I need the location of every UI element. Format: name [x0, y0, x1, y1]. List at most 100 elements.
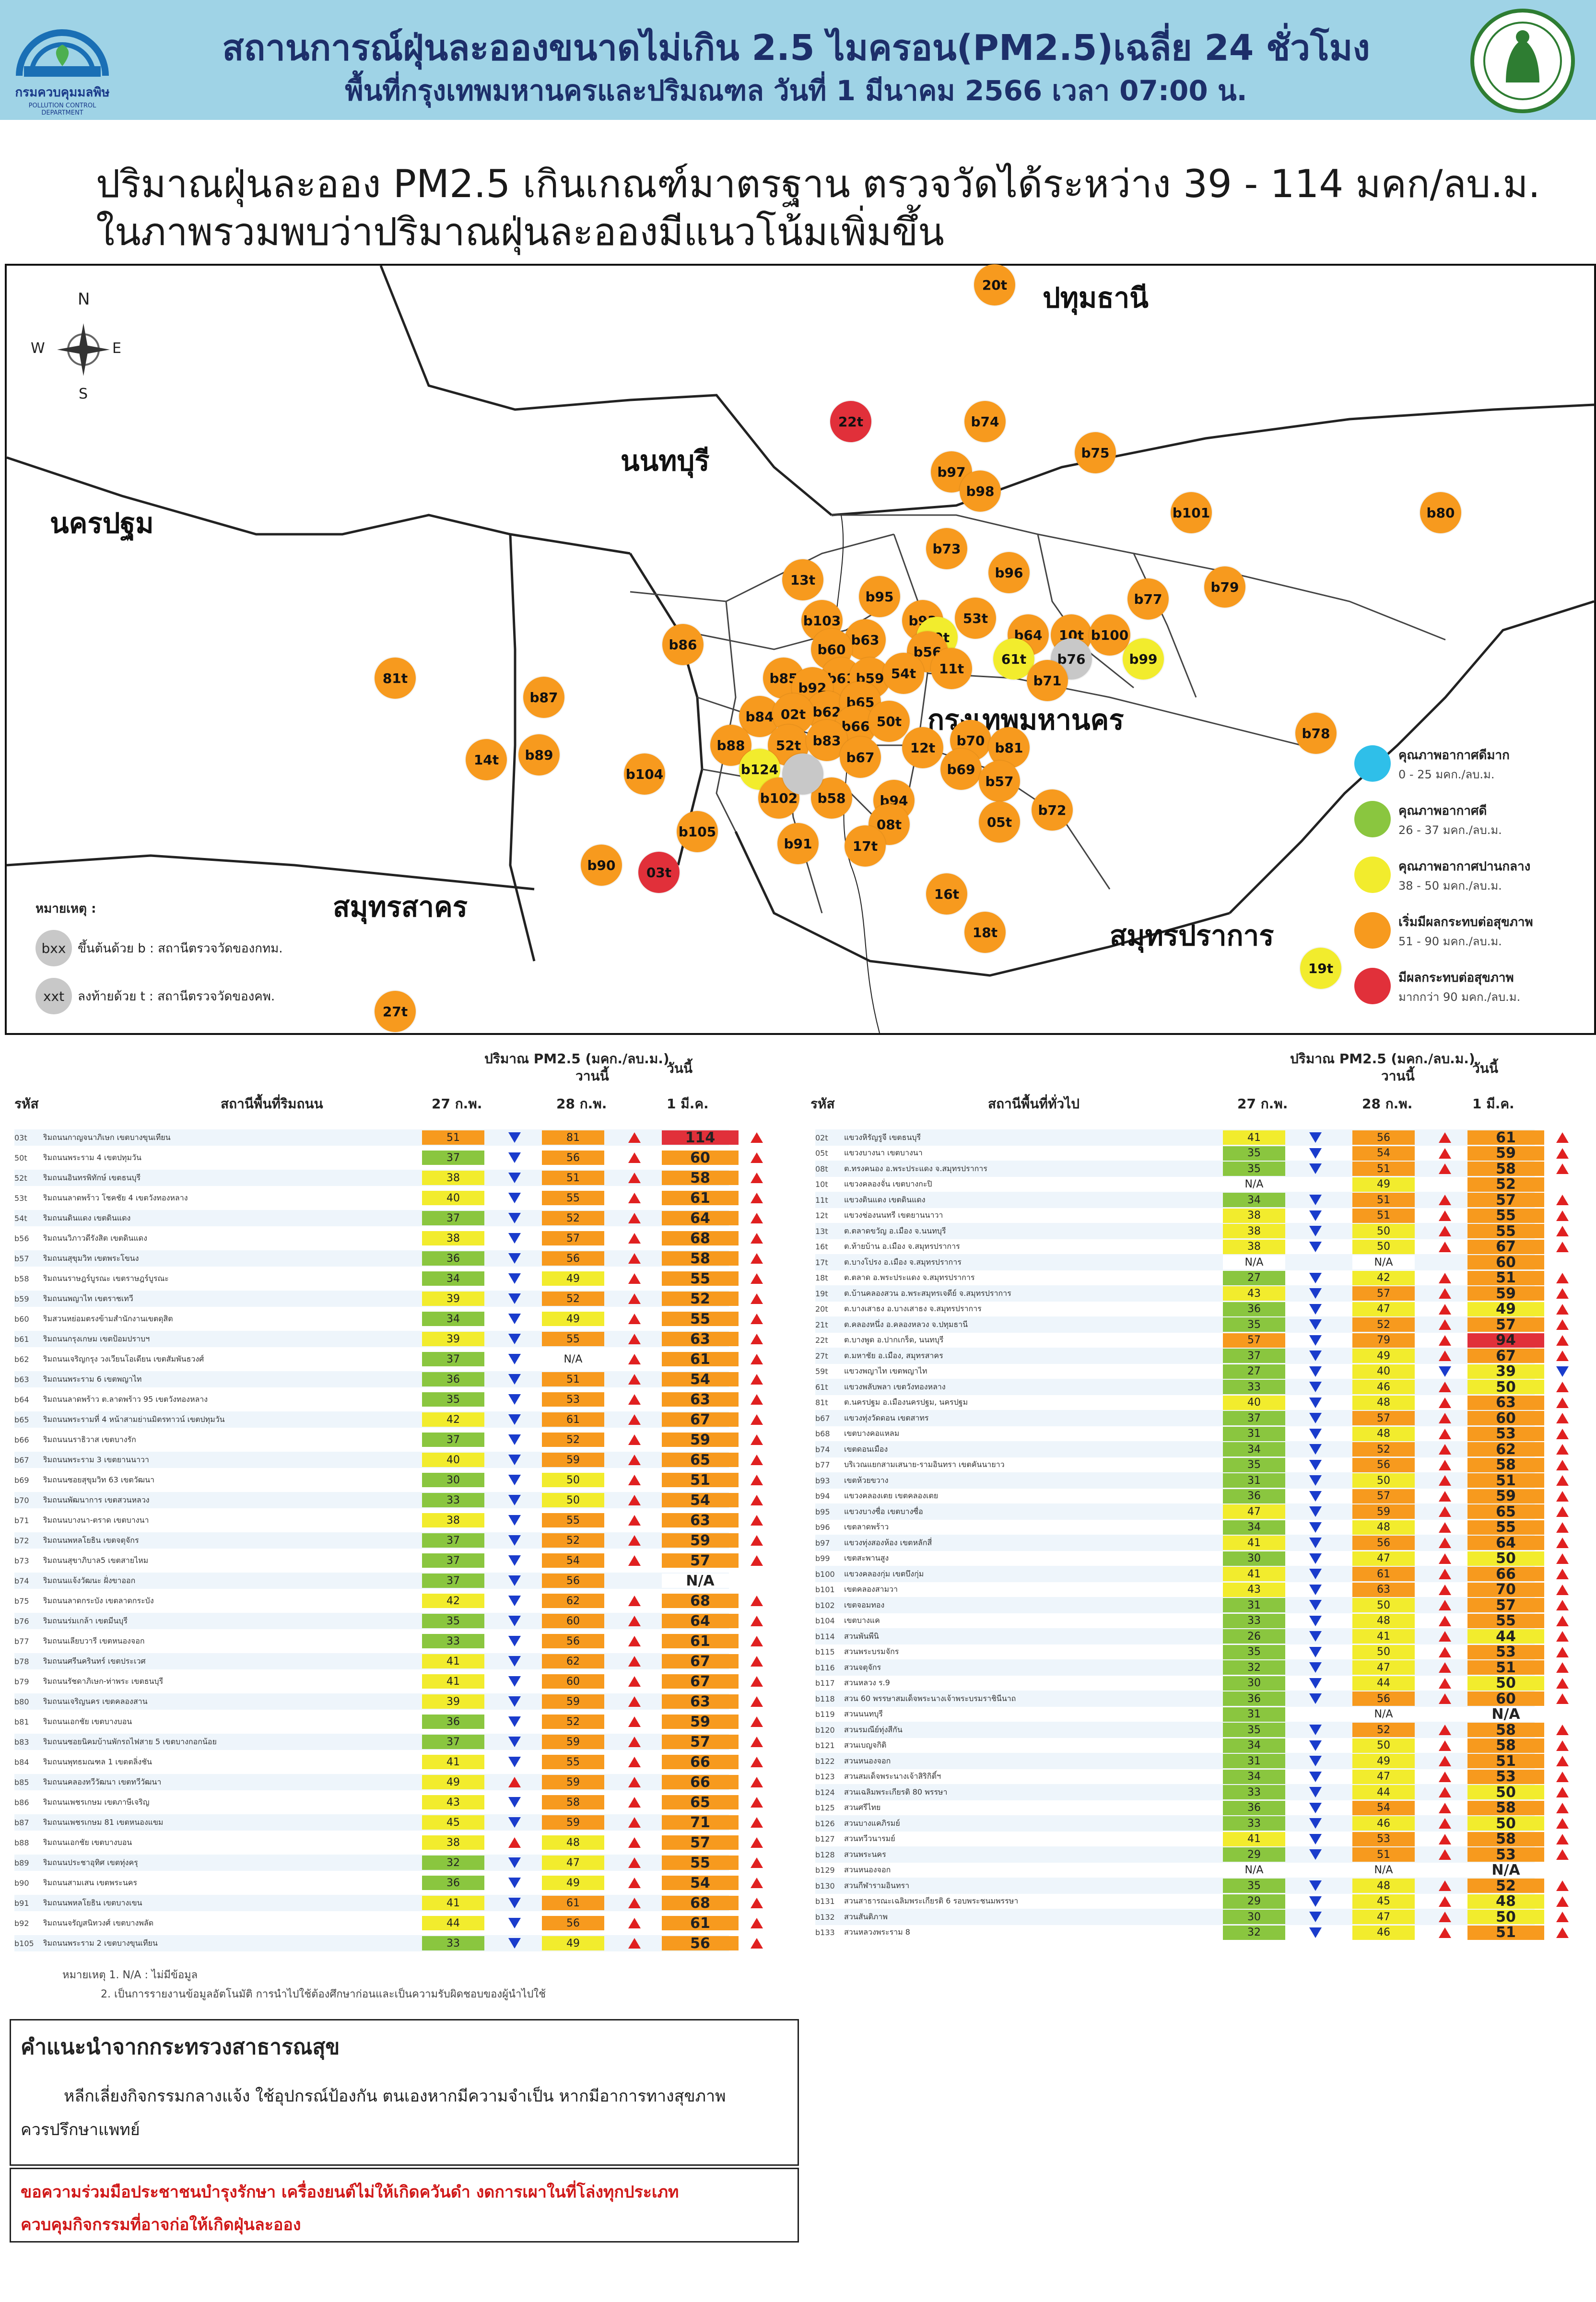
trend-up-icon — [1556, 1756, 1569, 1766]
station-marker-b102[interactable]: b102 — [758, 777, 799, 819]
trend-up-icon — [628, 1233, 641, 1244]
pm-27-feb: 39 — [422, 1292, 484, 1306]
pm-28-feb: 59 — [542, 1815, 604, 1830]
table-row: b56 ริมถนนวิภาวดีรังสิต เขตดินแดง — [14, 1230, 729, 1246]
pm-1-mar: 59 — [662, 1532, 739, 1549]
trend-up-icon — [1556, 1522, 1569, 1533]
station-marker-b81[interactable]: b81 — [988, 727, 1030, 768]
pm-1-mar: 114 — [662, 1129, 739, 1146]
station-marker-54t[interactable]: 54t — [883, 653, 924, 694]
station-name: ริมถนนดินแดง เขตดินแดง — [43, 1213, 131, 1222]
station-marker-b86[interactable]: b86 — [662, 624, 704, 665]
station-marker-19t[interactable]: 19t — [1300, 948, 1341, 989]
station-marker-17t[interactable]: 17t — [845, 825, 886, 867]
station-marker-b57[interactable]: b57 — [979, 761, 1020, 802]
pm-1-mar: 49 — [1467, 1301, 1544, 1317]
station-marker-b96[interactable]: b96 — [988, 552, 1030, 593]
station-name: สวนรมณีย์ทุ่งสีกัน — [844, 1725, 903, 1734]
table-row: b99 เขตสะพานสูง — [815, 1550, 1535, 1567]
station-marker-18t[interactable]: 18t — [964, 912, 1006, 953]
pm-1-mar: 57 — [1467, 1316, 1544, 1333]
station-marker-b87[interactable]: b87 — [523, 677, 564, 718]
trend-up-icon — [1556, 1148, 1569, 1159]
pm-1-mar: 54 — [662, 1492, 739, 1509]
table-row: b88 ริมถนนเอกชัย เขตบางบอน — [14, 1834, 729, 1851]
station-marker-b104[interactable]: b104 — [624, 753, 665, 795]
legend-label: มีผลกระทบต่อสุขภาพ — [1398, 971, 1514, 985]
trend-down-icon — [508, 1797, 521, 1808]
station-marker-50t[interactable]: 50t — [868, 701, 910, 742]
trend-up-icon — [628, 1857, 641, 1868]
station-marker-b74[interactable]: b74 — [964, 401, 1006, 442]
station-marker-b100[interactable]: b100 — [1089, 614, 1130, 656]
station-marker-b91[interactable]: b91 — [777, 823, 819, 864]
trend-up-icon — [1556, 1428, 1569, 1439]
trend-up-icon — [1439, 1351, 1451, 1361]
trend-down-icon — [508, 1253, 521, 1264]
appeal-text-2: ควบคุมกิจกรรมที่อาจก่อให้เกิดฝุ่นละออง — [21, 2215, 301, 2234]
pm-1-mar: 68 — [662, 1593, 739, 1609]
trend-up-icon — [628, 1555, 641, 1566]
station-marker-b75[interactable]: b75 — [1075, 432, 1116, 473]
station-marker-b77[interactable]: b77 — [1127, 578, 1169, 620]
table-row: b75 ริมถนนลาดกระบัง เขตลาดกระบัง — [14, 1593, 729, 1609]
station-code: b74 — [14, 1576, 29, 1586]
station-code: 22t — [815, 1336, 828, 1345]
station-name: แขวงช่องนนทรี เขตยานนาวา — [844, 1210, 943, 1220]
station-marker-b78[interactable]: b78 — [1295, 713, 1337, 754]
pm-27-feb: 35 — [1223, 1723, 1285, 1737]
pm-27-feb: 37 — [422, 1533, 484, 1548]
station-marker-03t[interactable]: 03t — [638, 852, 680, 893]
station-code: b94 — [815, 1492, 830, 1501]
station-marker-b79[interactable]: b79 — [1204, 566, 1245, 608]
station-name: ริมถนนพุทธมณฑล 1 เขตตลิ่งชัน — [43, 1757, 152, 1766]
trend-up-icon — [751, 1757, 763, 1767]
station-marker-22t[interactable]: 22t — [830, 401, 871, 442]
station-marker-b98[interactable]: b98 — [960, 470, 1001, 512]
trend-up-icon — [1439, 1288, 1451, 1299]
station-name: สวนหนองจอก — [844, 1865, 891, 1874]
trend-up-icon — [1439, 1506, 1451, 1517]
station-code: b115 — [815, 1647, 835, 1656]
station-marker-13t[interactable]: 13t — [782, 559, 823, 600]
station-marker-b73[interactable]: b73 — [926, 528, 967, 569]
station-name: ริมถนนประชาอุทิศ เขตทุ่งครุ — [43, 1857, 138, 1867]
pm-28-feb: 56 — [542, 1634, 604, 1648]
station-marker-b71[interactable]: b71 — [1027, 660, 1068, 701]
pm-27-feb: 29 — [1223, 1894, 1285, 1909]
station-marker-11t[interactable]: 11t — [931, 648, 972, 689]
station-marker-b72[interactable]: b72 — [1032, 789, 1073, 831]
station-marker-b69[interactable]: b69 — [940, 749, 982, 790]
trend-down-icon — [1439, 1366, 1451, 1377]
station-marker-b101[interactable]: b101 — [1171, 492, 1212, 533]
station-code: b99 — [815, 1554, 830, 1563]
pm-27-feb: 34 — [422, 1312, 484, 1326]
pm-27-feb: 31 — [1223, 1473, 1285, 1488]
station-marker-12t[interactable]: 12t — [902, 727, 943, 768]
station-marker-61t[interactable]: 61t — [993, 638, 1034, 680]
station-marker-unlabeled[interactable] — [782, 753, 823, 795]
station-marker-b80[interactable]: b80 — [1420, 492, 1461, 533]
station-marker-b99[interactable]: b99 — [1123, 638, 1164, 680]
pm-27-feb: 45 — [422, 1815, 484, 1830]
station-marker-b89[interactable]: b89 — [518, 734, 560, 775]
station-name: ริมถนนลาดพร้าว ต.ลาดพร้าว 95 เขตวังทองหล… — [43, 1394, 208, 1404]
bxx-marker-icon: bxx — [35, 930, 72, 966]
station-marker-16t[interactable]: 16t — [926, 873, 967, 915]
station-marker-b63[interactable]: b63 — [845, 619, 886, 660]
station-marker-81t[interactable]: 81t — [375, 658, 416, 699]
station-marker-14t[interactable]: 14t — [466, 739, 507, 780]
station-marker-20t[interactable]: 20t — [974, 264, 1015, 305]
table-row: b67 แขวงทุ่งวัดดอน เขตสาทร — [815, 1410, 1535, 1426]
station-marker-27t[interactable]: 27t — [375, 991, 416, 1032]
station-marker-b67[interactable]: b67 — [840, 737, 881, 778]
trend-up-icon — [1556, 1802, 1569, 1813]
trend-down-icon — [1309, 1522, 1322, 1533]
station-marker-53t[interactable]: 53t — [955, 598, 996, 639]
table-row: 10t แขวงคลองจั่น เขตบางกะปิ — [815, 1176, 1535, 1193]
station-marker-b90[interactable]: b90 — [581, 845, 622, 886]
station-marker-05t[interactable]: 05t — [979, 801, 1020, 843]
station-marker-b95[interactable]: b95 — [859, 576, 900, 617]
table-row: b91 ริมถนนพหลโยธิน เขตบางเขน — [14, 1895, 729, 1911]
station-marker-b105[interactable]: b105 — [677, 811, 718, 852]
